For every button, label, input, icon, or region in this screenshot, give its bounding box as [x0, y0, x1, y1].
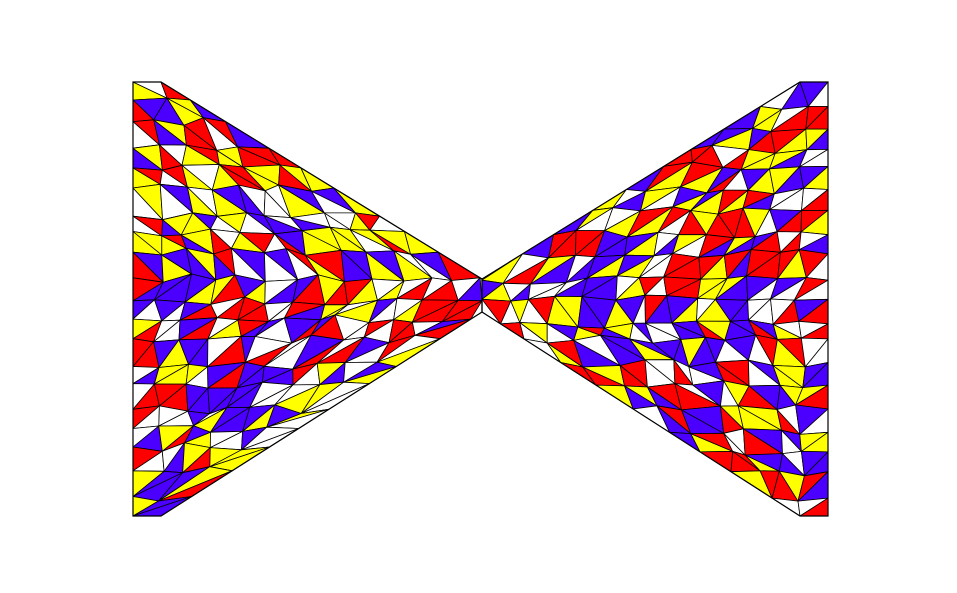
triangle-layer	[132, 81, 829, 517]
bowtie-outline-right	[481, 81, 829, 517]
